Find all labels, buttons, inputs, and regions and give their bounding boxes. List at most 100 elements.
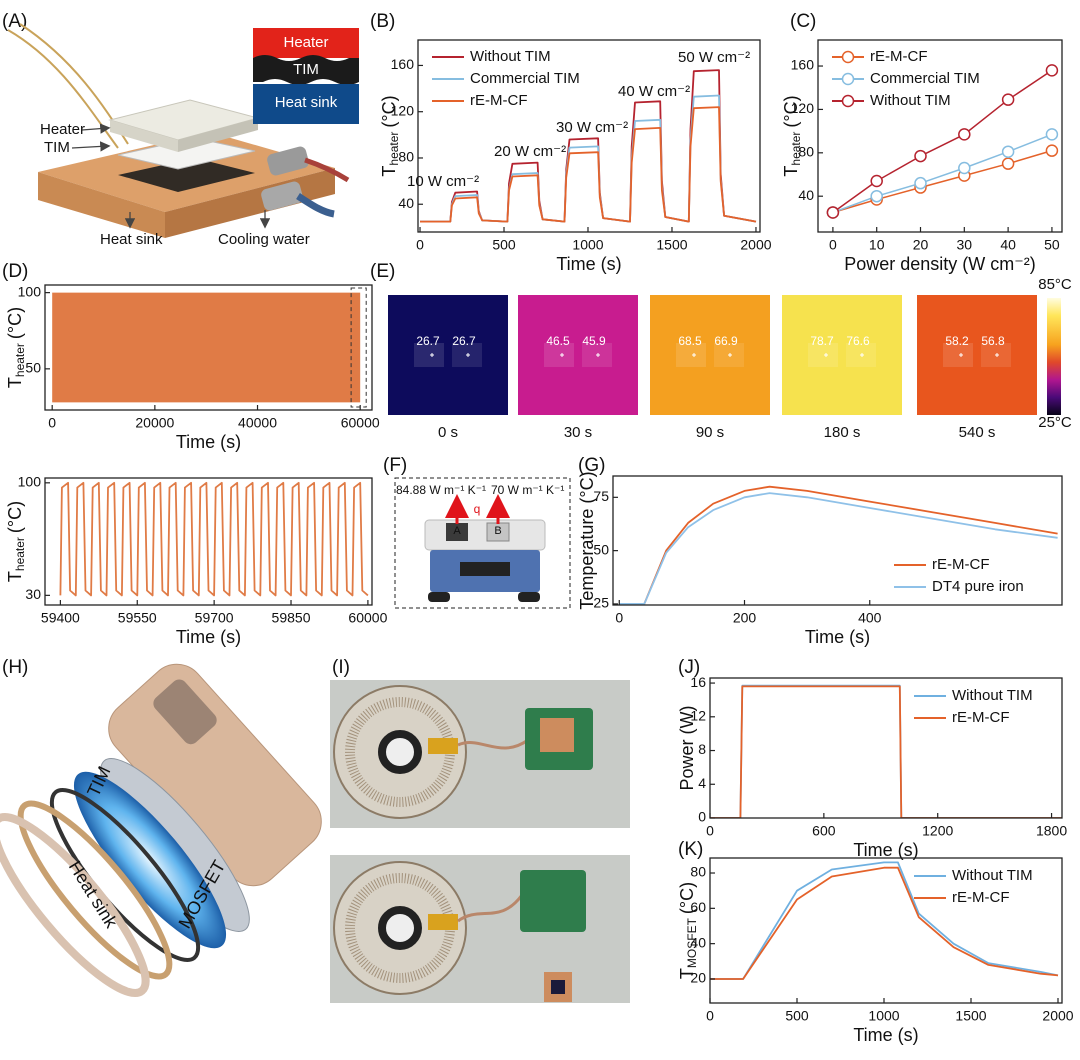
sample-region [808,343,838,367]
foot [518,592,540,602]
x-axis-label: Time (s) [853,840,918,860]
y-tick-label: 120 [391,102,415,118]
data-point [1001,145,1015,158]
y-tick-label: 50 [593,541,609,557]
data-point [914,176,927,190]
y-tick-label: 160 [791,57,815,73]
plot-area [710,684,1062,818]
y-label-unit: (°C) [677,882,697,914]
y-label-subscript: heater [387,132,401,166]
y-label-subscript: MOSFET [685,917,699,968]
pipe [267,146,309,176]
x-tick-label: 200 [733,610,757,626]
plot-frame [709,857,1063,1004]
data-line [832,133,1053,214]
y-tick-label: 50 [25,360,41,376]
colorbar: 85°C 25°C [1038,276,1072,431]
thermal-image [518,295,638,415]
thermal-image [782,295,902,415]
wire [457,894,524,923]
legend-marker [841,50,855,64]
data-point [958,128,971,141]
arrow [81,123,111,134]
data-line [710,684,1062,818]
y-axis-label: TMOSFET (°C) [677,882,699,979]
y-tick-label: 4 [698,775,706,791]
wire [7,29,119,149]
data-point [1001,157,1015,170]
foot [428,592,450,602]
x-tick-label: 20000 [135,415,174,431]
x-axis-label: Time (s) [853,1025,918,1045]
legend-label: rE-M-CF [932,556,989,573]
x-tick-label: 600 [812,823,836,839]
y-tick-label: 100 [18,474,42,490]
tape [428,738,458,754]
data-line [710,685,1062,818]
y-tick-label: 12 [690,707,706,723]
panel-label: (C) [790,11,816,32]
legend-label: rE-M-CF [952,889,1009,906]
panel-label: (A) [2,11,27,32]
x-axis-label: Time (s) [176,627,241,647]
legend-label: Commercial TIM [470,70,580,87]
data-line [420,94,757,223]
plot-area [59,481,369,597]
label: TIM [44,139,70,156]
frame-time: 0 s [438,424,458,441]
legend-heat-sink [253,84,359,124]
label: A [453,525,461,537]
zoom-region [350,287,367,408]
x-tick-label: 50 [1044,237,1060,253]
data-point [870,189,883,203]
x-tick-label: 10 [869,237,885,253]
y-axis-label: Theater (°C) [5,501,27,582]
panel-label: (F) [383,455,407,476]
y-tick-label: 8 [698,741,706,757]
legend-heater [253,28,359,58]
data-point [1001,93,1015,106]
x-tick-label: 60000 [341,415,380,431]
y-label-symbol: T [677,968,697,979]
sample-region [676,343,706,367]
x-tick-label: 1800 [1036,823,1067,839]
label: Heater [283,34,328,51]
y-label-symbol: T [379,166,399,177]
temperature-reading: 56.8 [981,334,1005,348]
frame-time: 30 s [564,424,592,441]
y-tick-label: 100 [18,283,42,299]
y-label-subscript: heater [13,343,27,377]
annotation: 20 W cm⁻² [494,143,566,160]
temperature-reading: 45.9 [582,334,606,348]
legend-marker [841,72,855,86]
y-tick-label: 40 [690,934,706,950]
temperature-reading: 58.2 [945,334,969,348]
colorbar-gradient [1047,298,1061,415]
hot-plate-top [424,519,546,551]
x-tick-label: 59400 [41,610,80,626]
panel-label: (H) [2,657,28,678]
y-label-subscript: heater [789,132,803,166]
plot-frame [44,284,373,411]
oscillation-band [52,292,361,403]
temperature-reading: 46.5 [546,334,570,348]
frame-time: 180 s [824,424,861,441]
plot-frame [44,477,373,606]
heat-sink-disc [17,800,173,980]
y-label-subscript: heater [13,537,27,571]
panel-f: 84.88 W m⁻¹ K⁻¹ 70 W m⁻¹ K⁻¹ q A B [394,477,571,609]
x-tick-label: 20 [913,237,929,253]
label: Heater [40,121,85,138]
x-tick-label: 0 [829,237,837,253]
panel-label: (K) [678,839,703,860]
inflow [296,193,335,218]
panel-label: (J) [678,657,700,678]
panel-h: TIM Heat sink MOSFET [0,663,322,997]
label: q [474,502,481,516]
tape [428,914,458,930]
data-line [420,106,757,223]
x-tick-label: 1500 [656,237,687,253]
plot-area [619,485,1058,605]
